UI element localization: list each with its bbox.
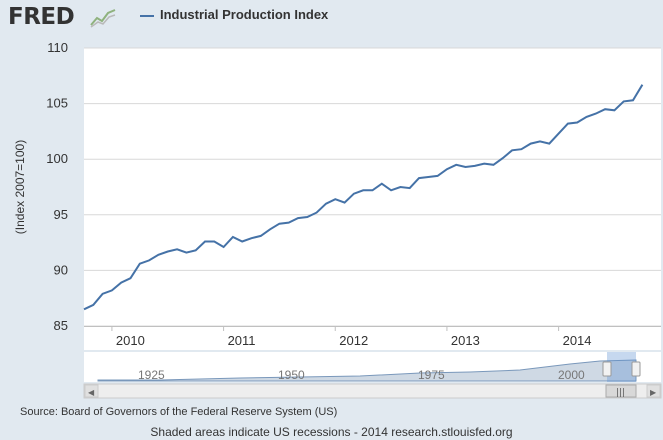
navigator-right-handle[interactable] [631,361,641,377]
x-tick-label-2012: 2012 [339,333,368,348]
y-tick-label-110: 110 [47,40,68,55]
y-tick-label-105: 105 [46,96,68,111]
sparkline-chart-icon [90,8,116,28]
series-line-industrial-production[interactable] [83,84,644,311]
chart-legend[interactable]: Industrial Production Index [140,7,328,22]
scrollbar-left-arrow: ◀ [88,388,95,397]
x-tick-label-2014: 2014 [563,333,592,348]
scrollbar-left-button[interactable] [84,384,99,398]
y-axis-label: (Index 2007=100) [13,140,27,234]
y-tick-label-95: 95 [54,207,68,222]
navigator-series [97,359,637,382]
fred-logo: FRED [8,4,75,30]
x-tick-label-2010: 2010 [116,333,145,348]
scrollbar-grip: ||| [616,388,625,398]
scrollbar-track[interactable] [83,383,662,399]
scrollbar-right-button[interactable] [646,384,661,398]
source-text: Source: Board of Governors of the Federa… [20,406,338,418]
navigator-left-handle[interactable] [602,361,612,377]
y-tick-label-100: 100 [46,151,68,166]
y-tick-label-90: 90 [54,262,68,277]
legend-swatch [140,14,154,17]
navigator-label-2000: 2000 [558,368,585,382]
legend-label: Industrial Production Index [160,7,329,22]
navigator-label-1925: 1925 [138,368,165,382]
x-tick-label-2013: 2013 [451,333,480,348]
y-tick-label-85: 85 [54,318,68,333]
navigator-label-1950: 1950 [278,368,305,382]
x-tick-label-2011: 2011 [228,333,256,348]
x-axis: 2010 2011 2012 2013 2014 [84,326,661,350]
y-axis-ticks: 85 90 95 100 105 110 [46,40,68,333]
navigator-selection[interactable] [607,352,636,382]
plot-area [84,48,661,326]
navigator-label-1975: 1975 [418,368,445,382]
x-axis-band [84,326,661,350]
scrollbar-right-arrow: ▶ [650,388,657,397]
scrollbar-thumb[interactable] [605,384,637,398]
footer-text: Shaded areas indicate US recessions - 20… [150,425,513,439]
